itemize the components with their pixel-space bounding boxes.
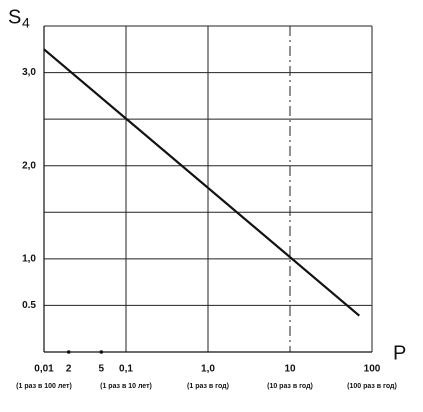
x-note: (1 раз в 10 лет) xyxy=(100,383,152,390)
y-tick-label: 3,0 xyxy=(22,67,36,78)
x-tick-label: 2 xyxy=(66,364,72,375)
x-tick-label: 0,01 xyxy=(34,364,54,375)
x-tick-label: 100 xyxy=(364,364,381,375)
y-tick-label: 1,0 xyxy=(22,253,36,264)
x-tick-label: 0,1 xyxy=(119,364,133,375)
x-tick-label: 1,0 xyxy=(201,364,215,375)
x-note: (1 раз в 100 лет) xyxy=(16,383,72,390)
x-tick-label: 10 xyxy=(284,364,296,375)
x-note: (10 раз в год) xyxy=(267,383,313,390)
x-axis-label: P xyxy=(393,342,406,364)
y-tick-label: 2,0 xyxy=(22,160,36,171)
x-note: (1 раз в год) xyxy=(187,383,229,390)
x-note: (100 раз в год) xyxy=(347,383,397,390)
y-axis-label-sub: 4 xyxy=(22,15,30,31)
line xyxy=(43,48,361,317)
x-tick-label: 5 xyxy=(99,364,105,375)
y-axis-label: S xyxy=(8,6,21,28)
y-tick-label: 0.5 xyxy=(22,300,36,311)
